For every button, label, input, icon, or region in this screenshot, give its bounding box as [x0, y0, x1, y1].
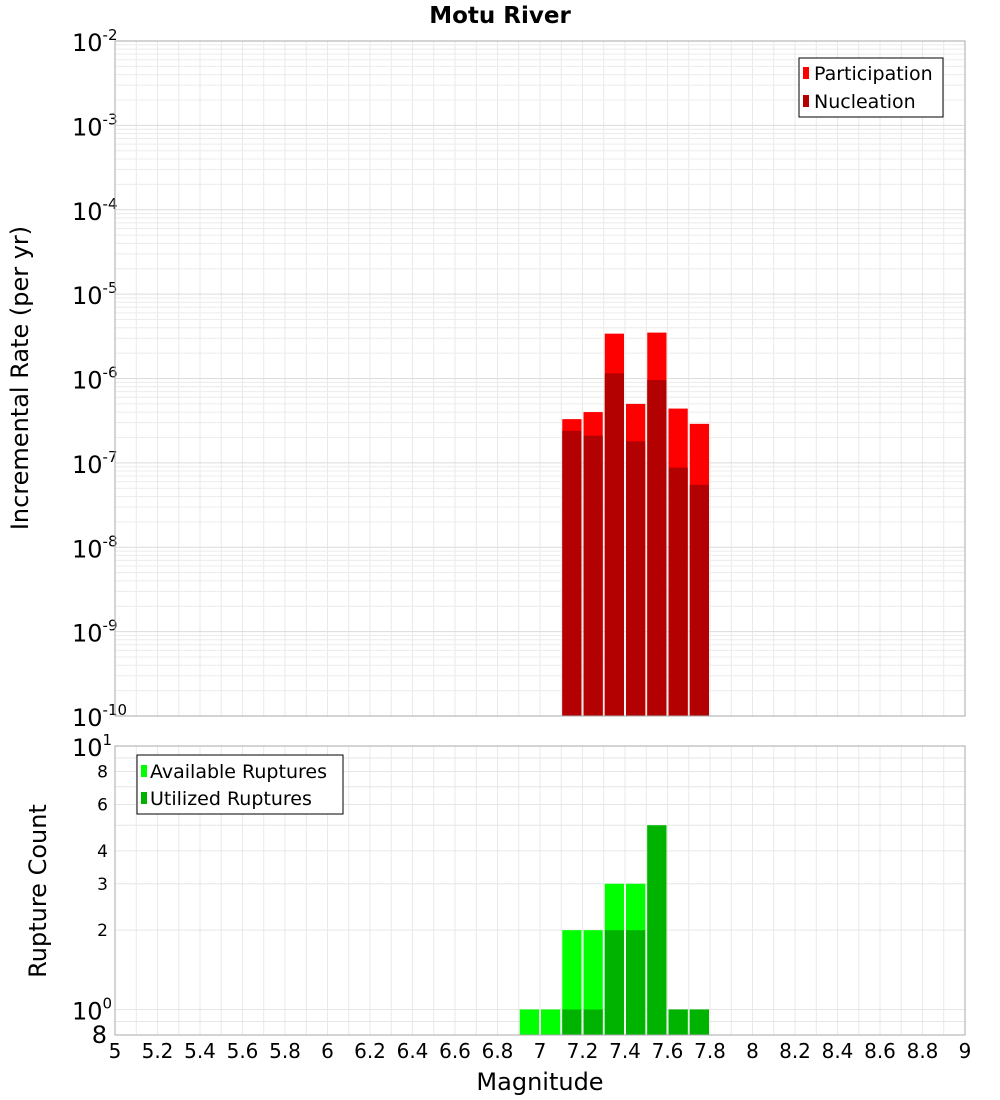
bottom-y-tick-power-label: 101	[72, 731, 112, 762]
top-plot-grid	[114, 41, 966, 717]
utilized-bar-7.2	[583, 1009, 603, 1035]
utilized-bar-7.4	[626, 930, 646, 1035]
bottom-y-tick-label: 8	[92, 1021, 107, 1049]
top-legend: Participation Nucleation	[798, 57, 944, 118]
top-y-tick-label: 10-5	[72, 279, 118, 310]
utilized-bar-7.5	[647, 825, 667, 1035]
bottom-legend: Available Ruptures Utilized Ruptures	[136, 754, 344, 815]
top-y-tick-label: 10-2	[72, 26, 118, 57]
bottom-y-tick-label: 2	[97, 921, 108, 941]
nucleation-bar-7.5	[647, 379, 667, 716]
bottom-plot-frame	[114, 745, 966, 1036]
utilized-bar-7.6	[668, 1009, 688, 1035]
available-bar-7.1	[562, 930, 582, 1035]
top-plot-frame	[114, 40, 966, 717]
bottom-plot-bars	[519, 825, 709, 1035]
nucleation-bar-7.4	[626, 441, 646, 716]
utilized-bar-7.1	[562, 1009, 582, 1035]
top-y-tick-label: 10-9	[72, 617, 118, 648]
nucleation-bar-7.6	[668, 467, 688, 716]
nucleation-bar-7.1	[562, 430, 582, 716]
x-tick-label: 8.4	[822, 1039, 854, 1063]
utilized-bar-7.7	[689, 1009, 709, 1035]
top-y-tick-labels: 10-210-310-410-510-610-710-810-910-10	[72, 26, 127, 732]
x-tick-label: 6	[321, 1039, 334, 1063]
x-tick-label: 7.4	[609, 1039, 641, 1063]
nucleation-bar-7.3	[604, 373, 624, 716]
available-bar-7	[541, 1009, 561, 1035]
x-tick-label: 7	[534, 1039, 547, 1063]
x-tick-label: 9	[959, 1039, 972, 1063]
top-y-tick-label: 10-7	[72, 448, 118, 479]
top-y-tick-label: 10-6	[72, 364, 118, 395]
x-tick-label: 8.2	[779, 1039, 811, 1063]
available-swatch	[141, 765, 147, 777]
bottom-y-tick-label: 8	[97, 763, 108, 783]
x-tick-label: 7.2	[567, 1039, 599, 1063]
x-tick-labels: 5 5.2 5.4 5.6 5.8 6 6.2 6.4 6.6 6.8 7 7.2 7.4 7.6 7.8 8…	[109, 1039, 972, 1063]
x-tick-label: 5.4	[184, 1039, 216, 1063]
x-tick-label: 8.6	[864, 1039, 896, 1063]
chart-title: Motu River	[429, 3, 571, 29]
x-tick-label: 5.6	[227, 1039, 259, 1063]
x-tick-label: 8.8	[907, 1039, 939, 1063]
utilized-swatch	[141, 792, 147, 804]
nucleation-bar-7.7	[689, 484, 709, 716]
top-y-tick-label: 10-3	[72, 110, 118, 141]
legend-available-label: Available Ruptures	[150, 761, 327, 783]
legend-nucleation-label: Nucleation	[814, 91, 916, 113]
x-tick-label: 6.6	[439, 1039, 471, 1063]
bottom-y-tick-label: 4	[97, 842, 108, 862]
utilized-bar-7.3	[604, 930, 624, 1035]
legend-participation-label: Participation	[814, 63, 933, 85]
top-legend-box	[798, 57, 944, 118]
x-tick-label: 5.8	[269, 1039, 301, 1063]
bottom-y-tick-label: 6	[97, 795, 108, 815]
participation-swatch	[803, 67, 809, 79]
available-bar-6.9	[519, 1009, 539, 1035]
top-plot-bars	[562, 332, 709, 716]
bottom-y-tick-label: 3	[97, 875, 108, 895]
x-tick-label: 6.8	[482, 1039, 514, 1063]
x-tick-label: 6.2	[354, 1039, 386, 1063]
x-tick-label: 8	[746, 1039, 759, 1063]
top-y-tick-label: 10-8	[72, 532, 118, 563]
nucleation-swatch	[803, 95, 809, 107]
nucleation-bar-7.2	[583, 435, 603, 716]
top-y-tick-label: 10-4	[72, 195, 118, 226]
bottom-legend-box	[136, 754, 344, 815]
available-bar-7.2	[583, 930, 603, 1035]
x-tick-label: 6.4	[397, 1039, 429, 1063]
x-tick-label: 7.8	[694, 1039, 726, 1063]
x-axis-label: Magnitude	[476, 1068, 603, 1096]
legend-utilized-label: Utilized Ruptures	[150, 788, 312, 810]
x-tick-label: 5	[109, 1039, 122, 1063]
top-y-axis-label: Incremental Rate (per yr)	[6, 226, 34, 530]
x-tick-label: 7.6	[652, 1039, 684, 1063]
bottom-y-axis-label: Rupture Count	[24, 804, 52, 978]
bottom-y-tick-power-label: 100	[72, 994, 112, 1025]
x-tick-label: 5.2	[142, 1039, 174, 1063]
